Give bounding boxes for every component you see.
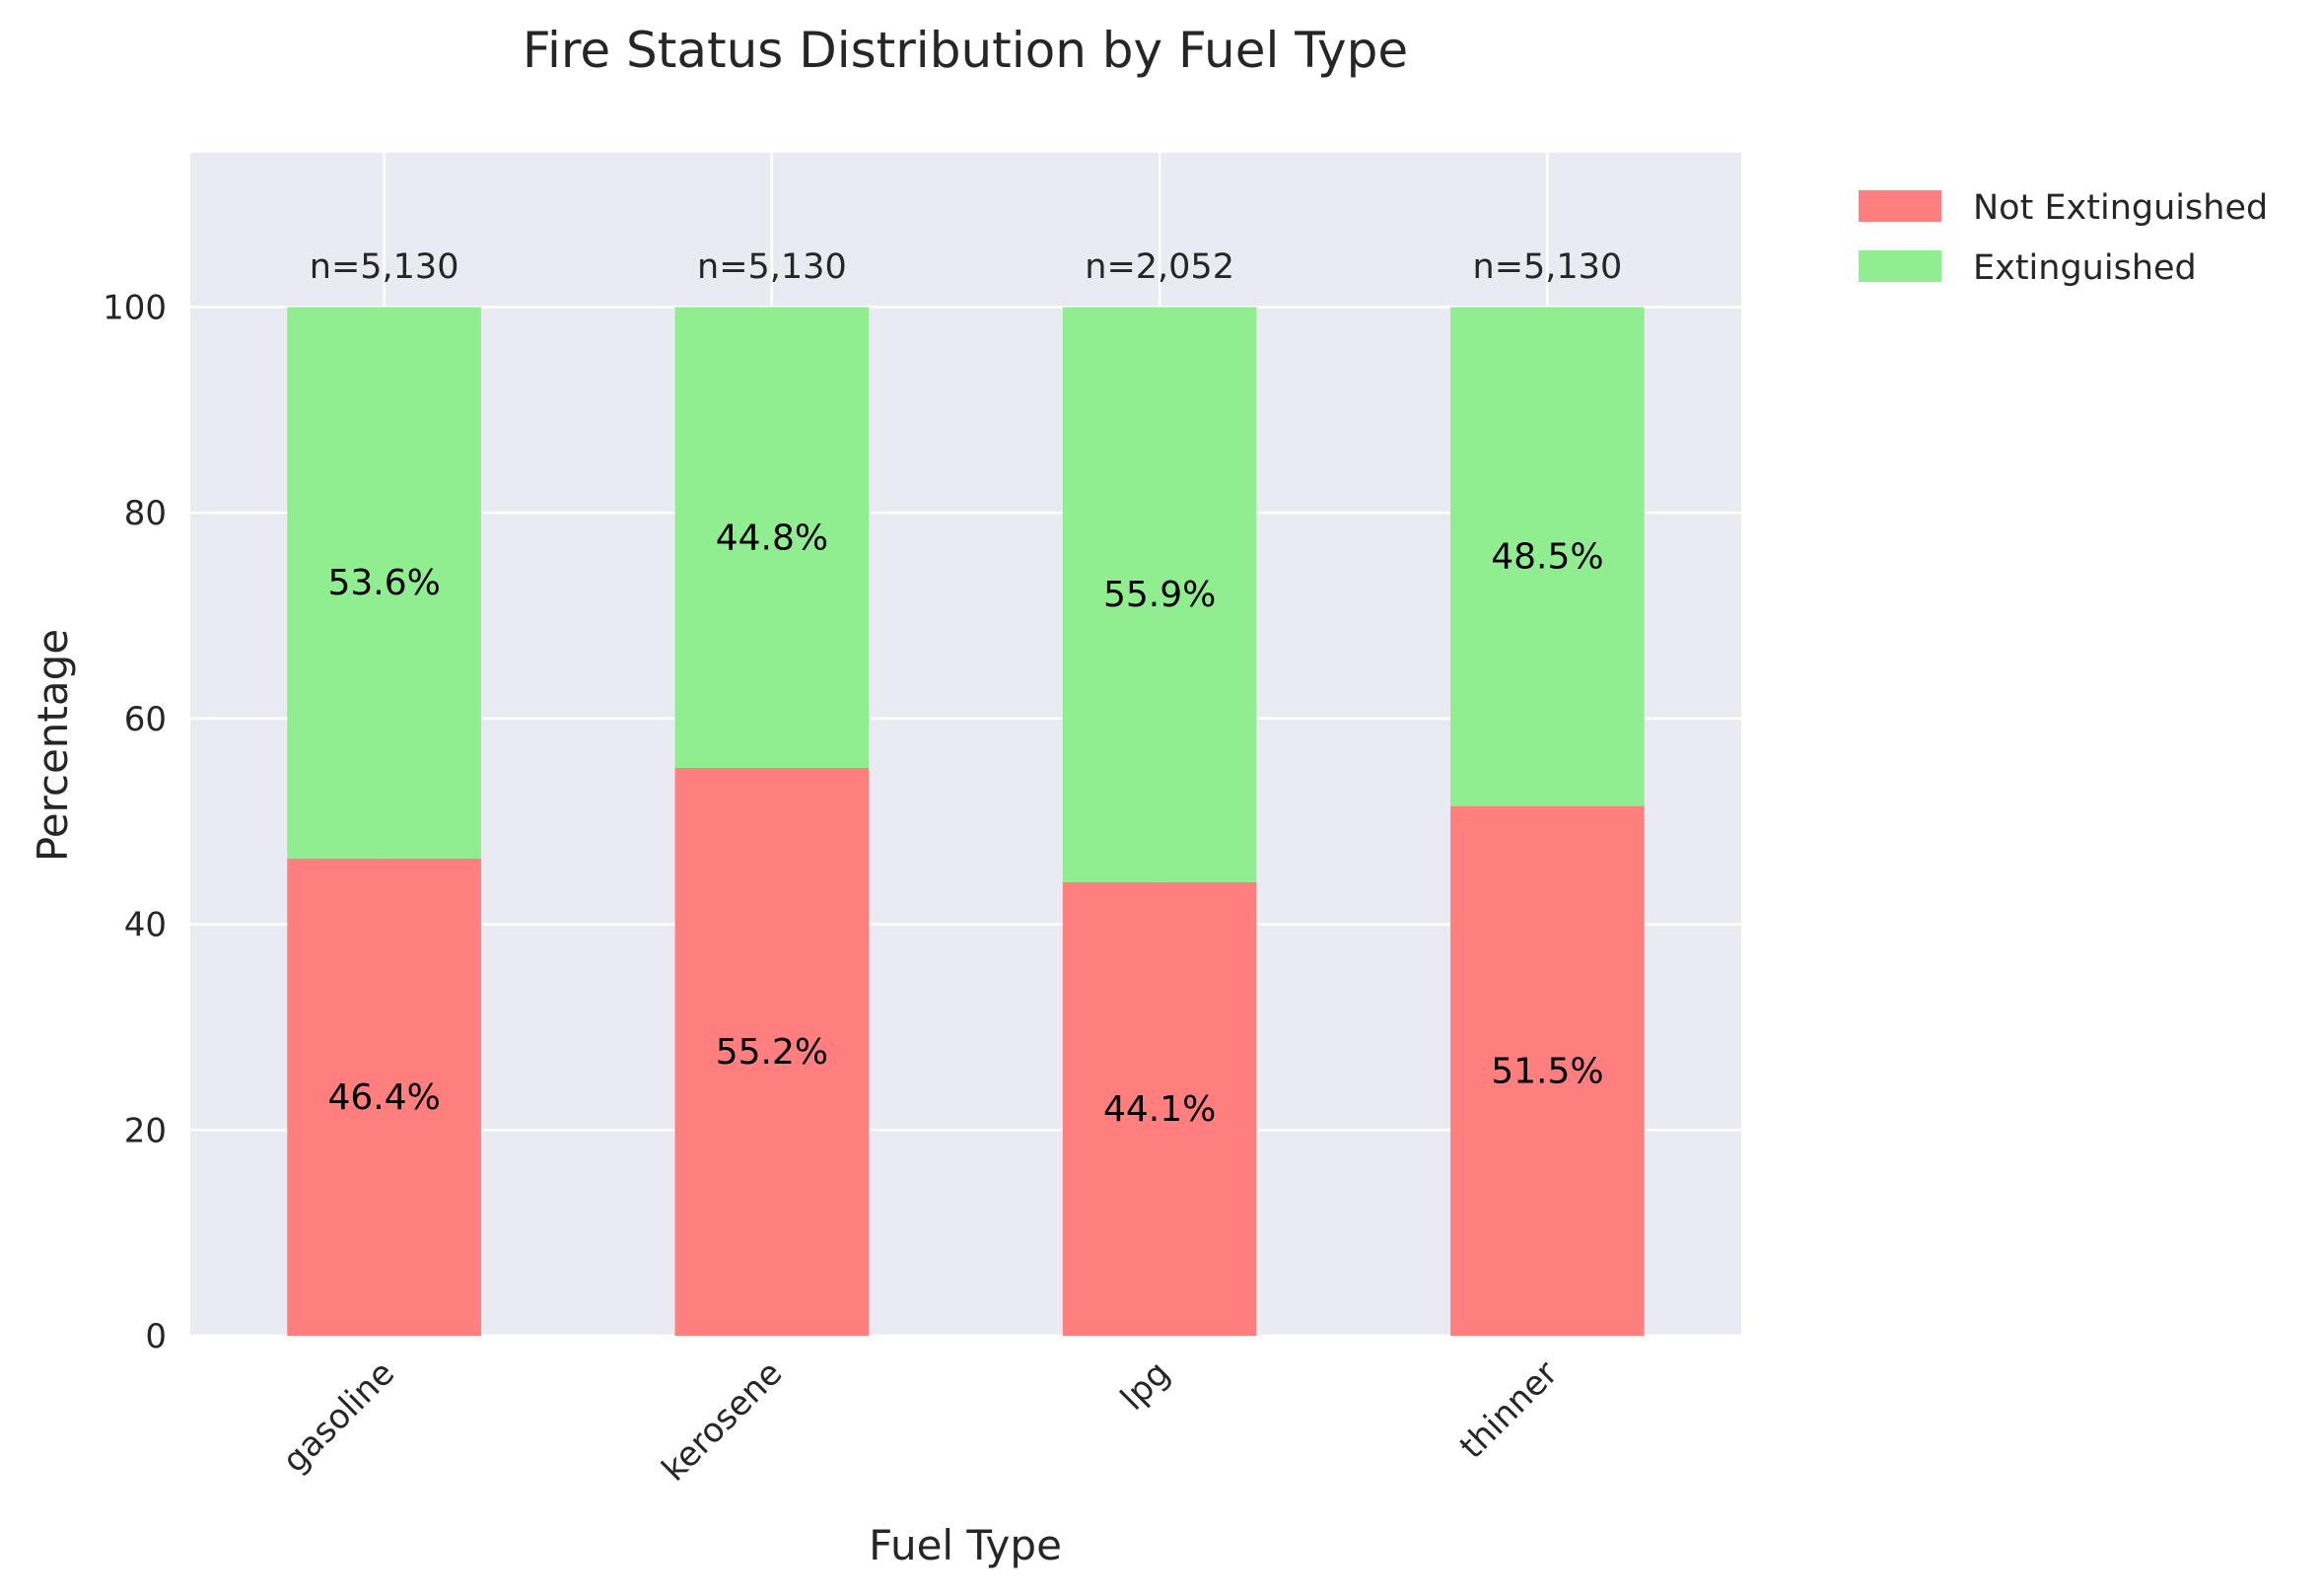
x-tick-label-thinner: thinner — [1452, 1353, 1566, 1467]
bar-kerosene-not-extinguished — [674, 768, 870, 1336]
bar-label-gasoline-extinguished: 53.6% — [327, 563, 440, 603]
legend-label-not-extinguished: Not Extinguished — [1973, 188, 2268, 228]
y-tick-label-100: 100 — [103, 289, 167, 328]
legend-label-extinguished: Extinguished — [1973, 248, 2197, 288]
bar-label-gasoline-not-extinguished: 46.4% — [327, 1077, 440, 1118]
x-tick-label-gasoline: gasoline — [275, 1353, 402, 1481]
legend-swatch-extinguished — [1859, 250, 1941, 282]
bar-labels: 46.4% 53.6% 55.2% 44.8% 44.1% 55.9% 51.5% 48.5% — [327, 518, 1603, 1130]
bar-lpg-extinguished — [1062, 307, 1257, 882]
x-tick-label-lpg: lpg — [1113, 1353, 1177, 1418]
bar-kerosene-extinguished — [674, 307, 870, 768]
legend: Not Extinguished Extinguished — [1859, 188, 2268, 288]
y-axis-ticks: 0 20 40 60 80 100 — [103, 289, 167, 1356]
bar-label-thinner-not-extinguished: 51.5% — [1491, 1051, 1603, 1091]
chart-title: Fire Status Distribution by Fuel Type — [523, 22, 1408, 79]
bar-gasoline-extinguished — [287, 307, 481, 859]
count-label-gasoline: n=5,130 — [310, 247, 459, 287]
bar-label-kerosene-not-extinguished: 55.2% — [716, 1032, 828, 1073]
legend-swatch-not-extinguished — [1859, 190, 1941, 222]
bar-lpg-not-extinguished — [1062, 881, 1257, 1336]
bars — [287, 307, 1645, 1336]
x-axis-label: Fuel Type — [869, 1521, 1062, 1569]
bar-thinner-extinguished — [1450, 307, 1645, 806]
count-label-thinner: n=5,130 — [1473, 247, 1623, 287]
x-tick-label-kerosene: kerosene — [655, 1353, 791, 1490]
y-tick-label-40: 40 — [124, 906, 167, 945]
y-tick-label-80: 80 — [124, 494, 167, 533]
bar-thinner-not-extinguished — [1450, 805, 1645, 1336]
bar-label-kerosene-extinguished: 44.8% — [716, 518, 828, 558]
y-tick-label-20: 20 — [124, 1111, 167, 1150]
bar-label-lpg-extinguished: 55.9% — [1103, 575, 1216, 615]
count-labels: n=5,130 n=5,130 n=2,052 n=5,130 — [310, 247, 1622, 287]
y-tick-label-60: 60 — [124, 700, 167, 739]
bar-label-thinner-extinguished: 48.5% — [1491, 537, 1603, 578]
y-axis-label: Percentage — [29, 629, 77, 862]
count-label-lpg: n=2,052 — [1085, 247, 1234, 287]
bar-gasoline-not-extinguished — [287, 858, 481, 1336]
bar-label-lpg-not-extinguished: 44.1% — [1103, 1089, 1216, 1130]
y-tick-label-0: 0 — [145, 1317, 167, 1356]
x-axis-ticks: gasoline kerosene lpg thinner — [275, 1353, 1566, 1490]
count-label-kerosene: n=5,130 — [697, 247, 847, 287]
